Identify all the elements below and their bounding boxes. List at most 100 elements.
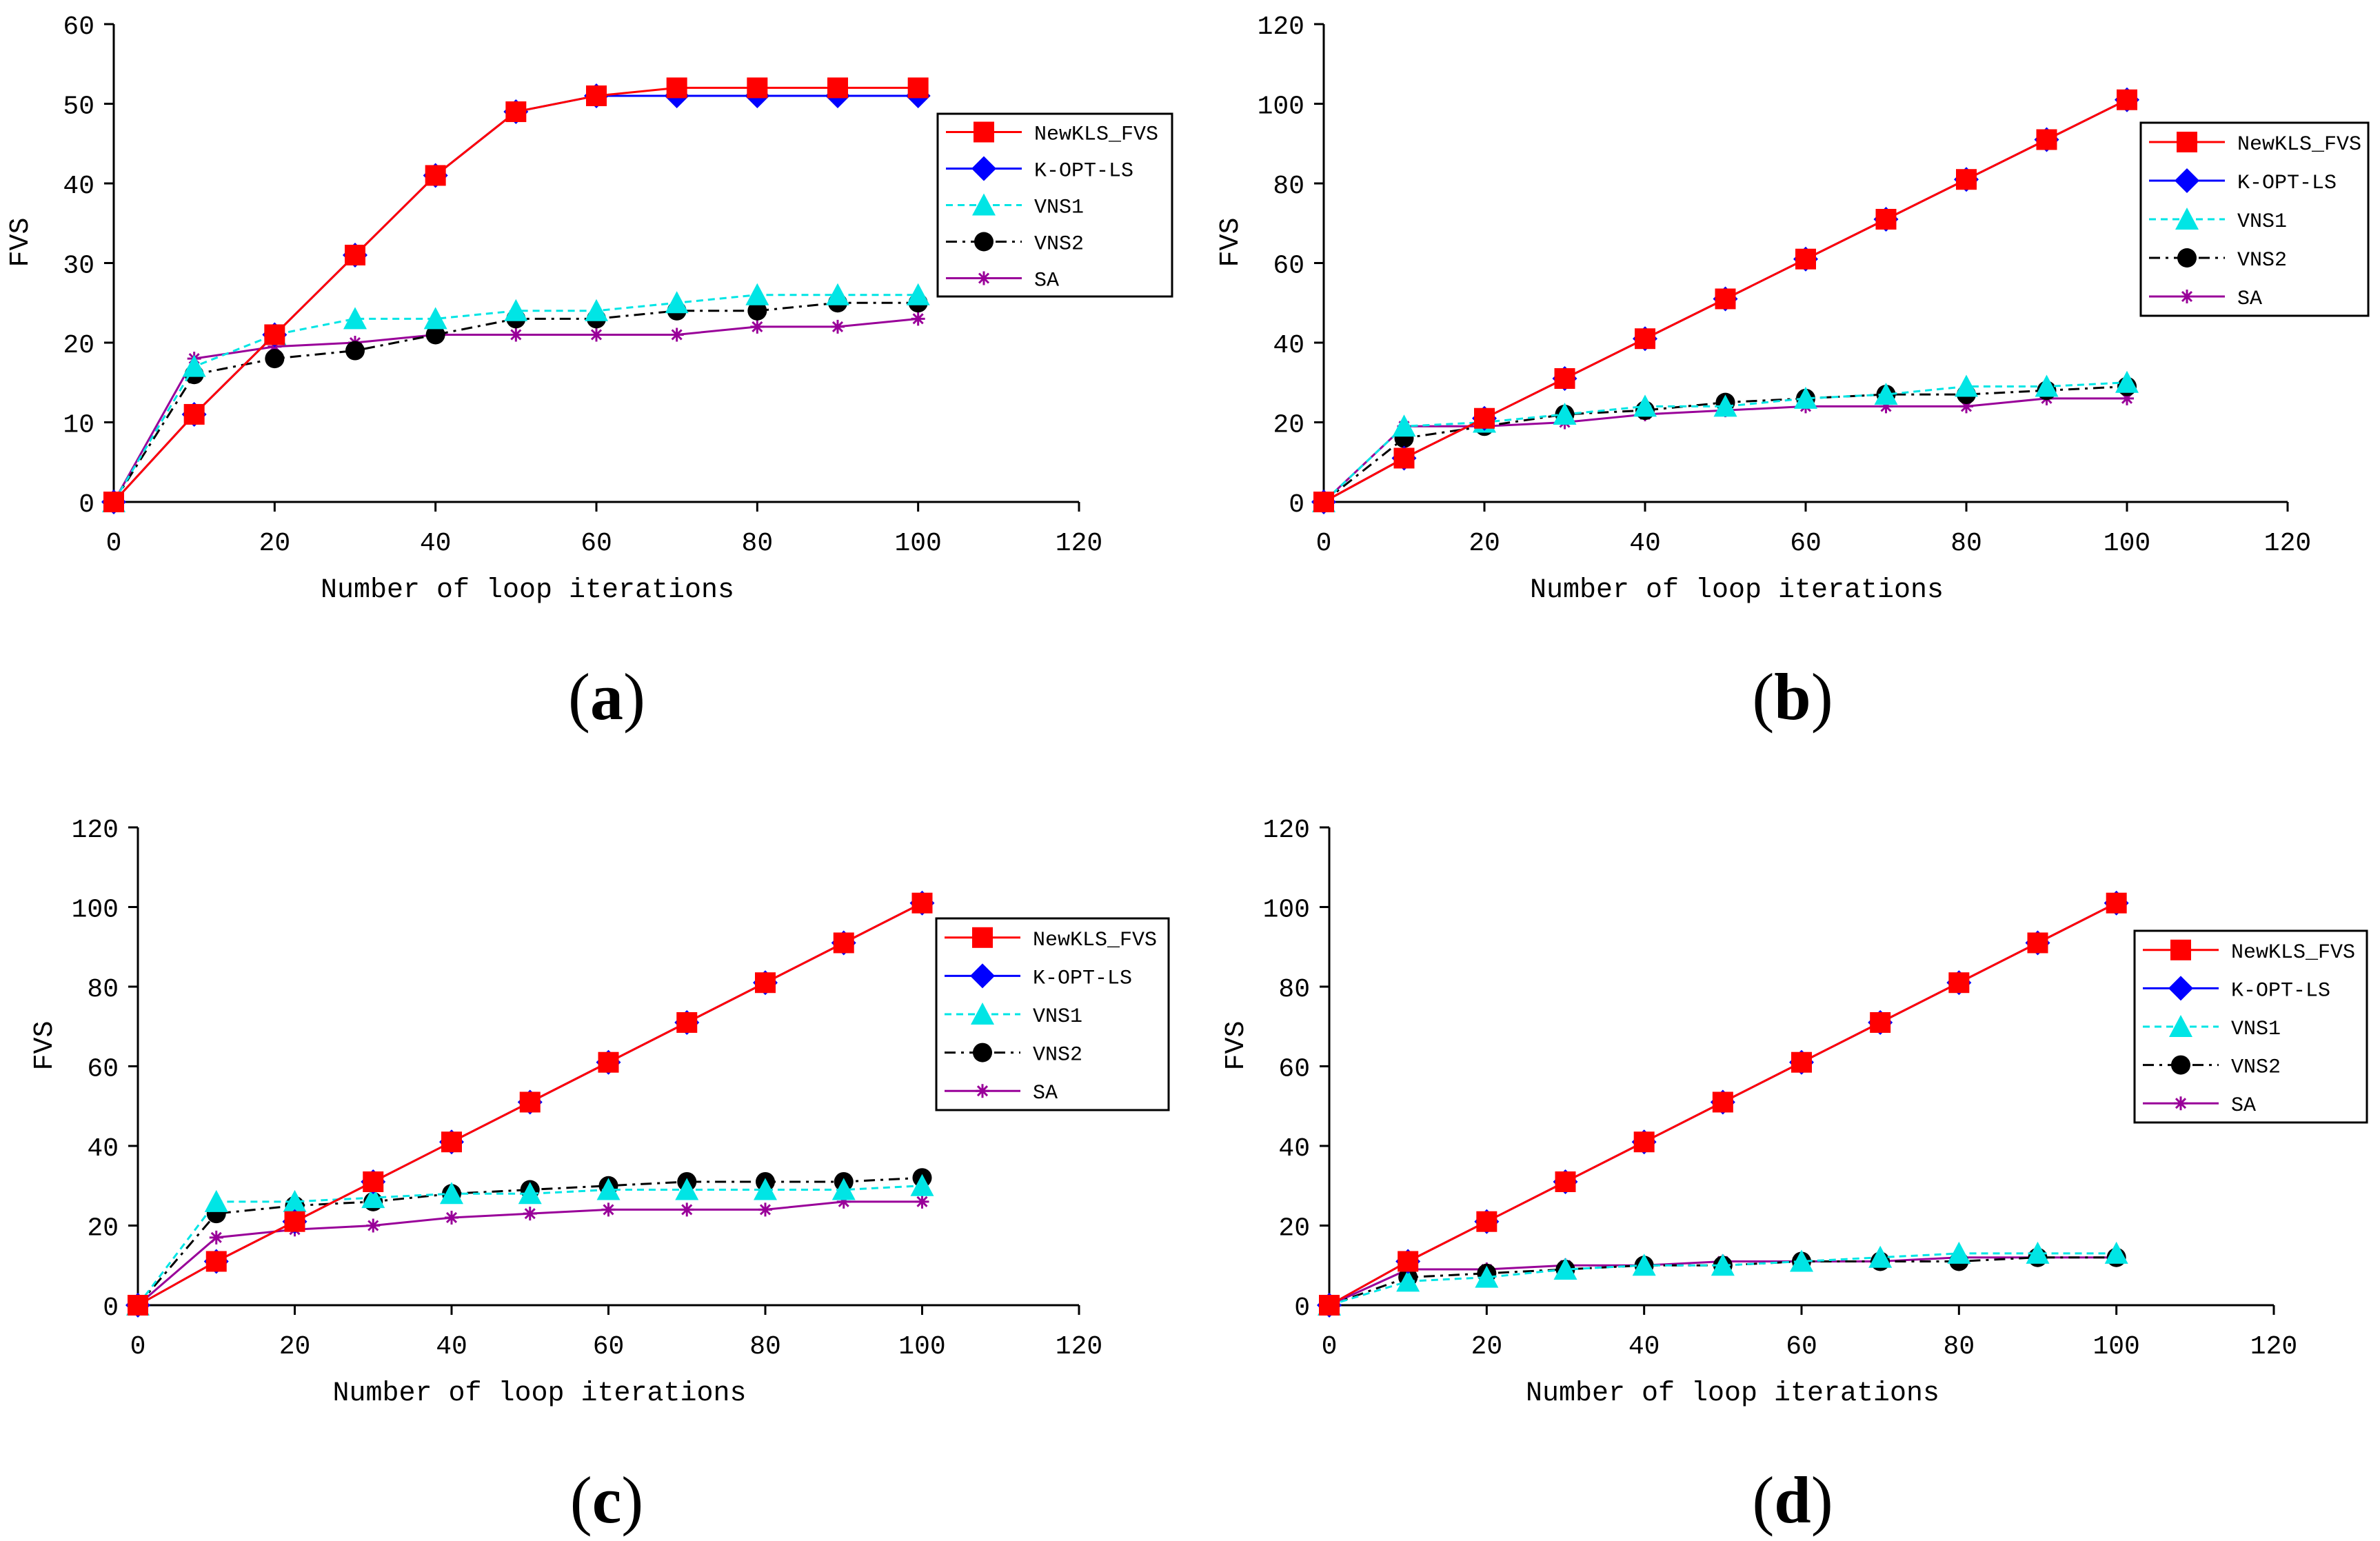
data-point-newkls-fvs bbox=[1313, 492, 1334, 512]
data-point-vns1 bbox=[596, 1178, 621, 1200]
x-axis-label: Number of loop iterations bbox=[321, 575, 734, 606]
data-point-vns1 bbox=[1553, 1258, 1577, 1280]
data-point-vns1 bbox=[518, 1182, 542, 1205]
data-point-vns1 bbox=[1396, 1269, 1420, 1292]
legend: NewKLS_FVS K-OPT-LS VNS1 VNS2 SA bbox=[2133, 929, 2368, 1124]
data-point-newkls-fvs bbox=[1635, 328, 1655, 350]
data-point-vns1 bbox=[906, 283, 930, 305]
x-tick-label: 40 bbox=[436, 1332, 467, 1362]
chart-c: 0 20 40 60 80 100 120 0 20 40 60 80 100 120 Number of … bbox=[30, 816, 1170, 1409]
y-tick-label: 0 bbox=[79, 490, 94, 520]
x-tick-label: 20 bbox=[1471, 1332, 1503, 1362]
data-point-newkls-fvs bbox=[363, 1171, 384, 1192]
legend-marker bbox=[971, 1003, 994, 1025]
series-line-vns2 bbox=[137, 1176, 922, 1306]
x-tick-label: 100 bbox=[2092, 1332, 2139, 1362]
data-point-vns1 bbox=[2115, 370, 2139, 393]
x-tick-label: 80 bbox=[749, 1332, 781, 1362]
data-point-newkls-fvs bbox=[1393, 447, 1415, 469]
data-point-vns2 bbox=[345, 341, 365, 361]
series-vns1 bbox=[102, 283, 930, 512]
x-tick-label: 0 bbox=[106, 529, 122, 558]
legend-entry-newkls-fvs: NewKLS_FVS bbox=[2143, 939, 2355, 965]
y-tick-label: 80 bbox=[1273, 172, 1304, 201]
data-point-newkls-fvs bbox=[747, 77, 768, 99]
legend-entry-vns1: VNS1 bbox=[2143, 1015, 2281, 1041]
legend-marker bbox=[2177, 248, 2197, 268]
y-tick-label: 40 bbox=[63, 172, 94, 201]
x-tick-label: 120 bbox=[2250, 1332, 2297, 1362]
y-tick-label: 100 bbox=[1263, 896, 1310, 925]
data-point-vns1 bbox=[1947, 1241, 1971, 1264]
y-tick-label: 10 bbox=[63, 411, 94, 441]
panel-caption-a: (a) bbox=[568, 660, 645, 734]
x-tick-label: 0 bbox=[1316, 529, 1332, 558]
data-point-vns1 bbox=[343, 307, 367, 330]
data-point-sa bbox=[1879, 399, 1893, 414]
data-point-sa bbox=[445, 1210, 458, 1225]
data-point-vns2 bbox=[425, 325, 445, 345]
legend-entry-k-opt-ls: K-OPT-LS bbox=[2143, 976, 2330, 1003]
legend-label: NewKLS_FVS bbox=[2231, 941, 2355, 965]
data-point-newkls-fvs bbox=[907, 77, 929, 99]
data-point-sa bbox=[366, 1218, 381, 1233]
legend-marker bbox=[2175, 208, 2199, 230]
legend-entry-k-opt-ls: K-OPT-LS bbox=[945, 963, 1132, 990]
x-tick-label: 20 bbox=[259, 529, 291, 558]
y-tick-label: 30 bbox=[63, 252, 94, 281]
legend-entry-sa: SA bbox=[2149, 288, 2262, 311]
data-point-vns1 bbox=[423, 307, 447, 330]
legend-marker bbox=[2170, 939, 2191, 960]
legend-label: VNS1 bbox=[1033, 1005, 1082, 1029]
chart-d: 0 20 40 60 80 100 120 0 20 40 60 80 100 120 Number of … bbox=[1221, 816, 2368, 1409]
y-tick-label: 0 bbox=[103, 1293, 119, 1323]
legend-entry-vns2: VNS2 bbox=[946, 232, 1084, 256]
legend-box bbox=[936, 112, 1173, 298]
legend-marker bbox=[977, 271, 991, 285]
y-axis-label: FVS bbox=[30, 1020, 61, 1070]
legend-marker bbox=[2171, 1055, 2190, 1075]
legend-marker bbox=[974, 121, 994, 143]
x-tick-label: 60 bbox=[593, 1332, 625, 1362]
legend-entry-vns1: VNS1 bbox=[946, 193, 1084, 220]
x-tick-label: 0 bbox=[1322, 1332, 1338, 1362]
data-point-sa bbox=[758, 1202, 772, 1217]
legend-label: K-OPT-LS bbox=[1033, 967, 1132, 990]
data-point-newkls-fvs bbox=[2027, 932, 2048, 954]
legend-entry-newkls-fvs: NewKLS_FVS bbox=[945, 927, 1157, 952]
data-point-newkls-fvs bbox=[827, 77, 848, 99]
y-tick-label: 120 bbox=[72, 816, 119, 845]
y-tick-label: 40 bbox=[1278, 1134, 1310, 1164]
series-line-sa bbox=[112, 317, 918, 503]
series-newkls-fvs bbox=[103, 77, 929, 512]
panel-caption-b: (b) bbox=[1752, 660, 1833, 734]
legend-label: NewKLS_FVS bbox=[1033, 929, 1157, 952]
x-tick-label: 80 bbox=[1944, 1332, 1975, 1362]
legend-label: NewKLS_FVS bbox=[2237, 133, 2361, 157]
data-point-vns1 bbox=[1475, 1265, 1499, 1288]
data-point-vns1 bbox=[754, 1178, 777, 1200]
data-point-vns1 bbox=[1955, 374, 1978, 397]
legend-entry-newkls-fvs: NewKLS_FVS bbox=[946, 121, 1158, 147]
series-newkls-fvs bbox=[128, 892, 933, 1316]
data-point-newkls-fvs bbox=[425, 165, 446, 186]
data-point-vns1 bbox=[1553, 402, 1577, 425]
data-point-vns1 bbox=[2035, 374, 2059, 397]
data-point-vns1 bbox=[1868, 1245, 1893, 1268]
data-point-newkls-fvs bbox=[1398, 1251, 1419, 1272]
data-point-newkls-fvs bbox=[1948, 972, 1970, 994]
data-point-vns1 bbox=[1713, 394, 1737, 417]
data-point-sa bbox=[209, 1230, 223, 1245]
x-axis-label: Number of loop iterations bbox=[332, 1378, 746, 1409]
legend-entry-vns2: VNS2 bbox=[2143, 1055, 2281, 1080]
panel-caption-d: (d) bbox=[1752, 1463, 1833, 1537]
legend-marker bbox=[2174, 1096, 2188, 1111]
data-point-sa bbox=[831, 319, 845, 334]
data-point-newkls-fvs bbox=[586, 85, 607, 106]
series-line-vns1 bbox=[1329, 1252, 2117, 1307]
data-point-sa bbox=[680, 1202, 694, 1217]
x-tick-label: 100 bbox=[898, 1332, 945, 1362]
legend-label: SA bbox=[2231, 1094, 2256, 1118]
legend-entry-k-opt-ls: K-OPT-LS bbox=[946, 156, 1133, 183]
data-point-vns1 bbox=[665, 291, 689, 314]
